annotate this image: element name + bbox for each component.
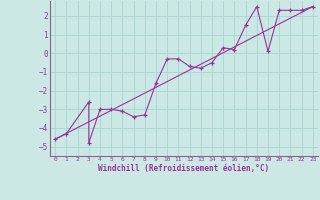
X-axis label: Windchill (Refroidissement éolien,°C): Windchill (Refroidissement éolien,°C) <box>99 164 269 173</box>
